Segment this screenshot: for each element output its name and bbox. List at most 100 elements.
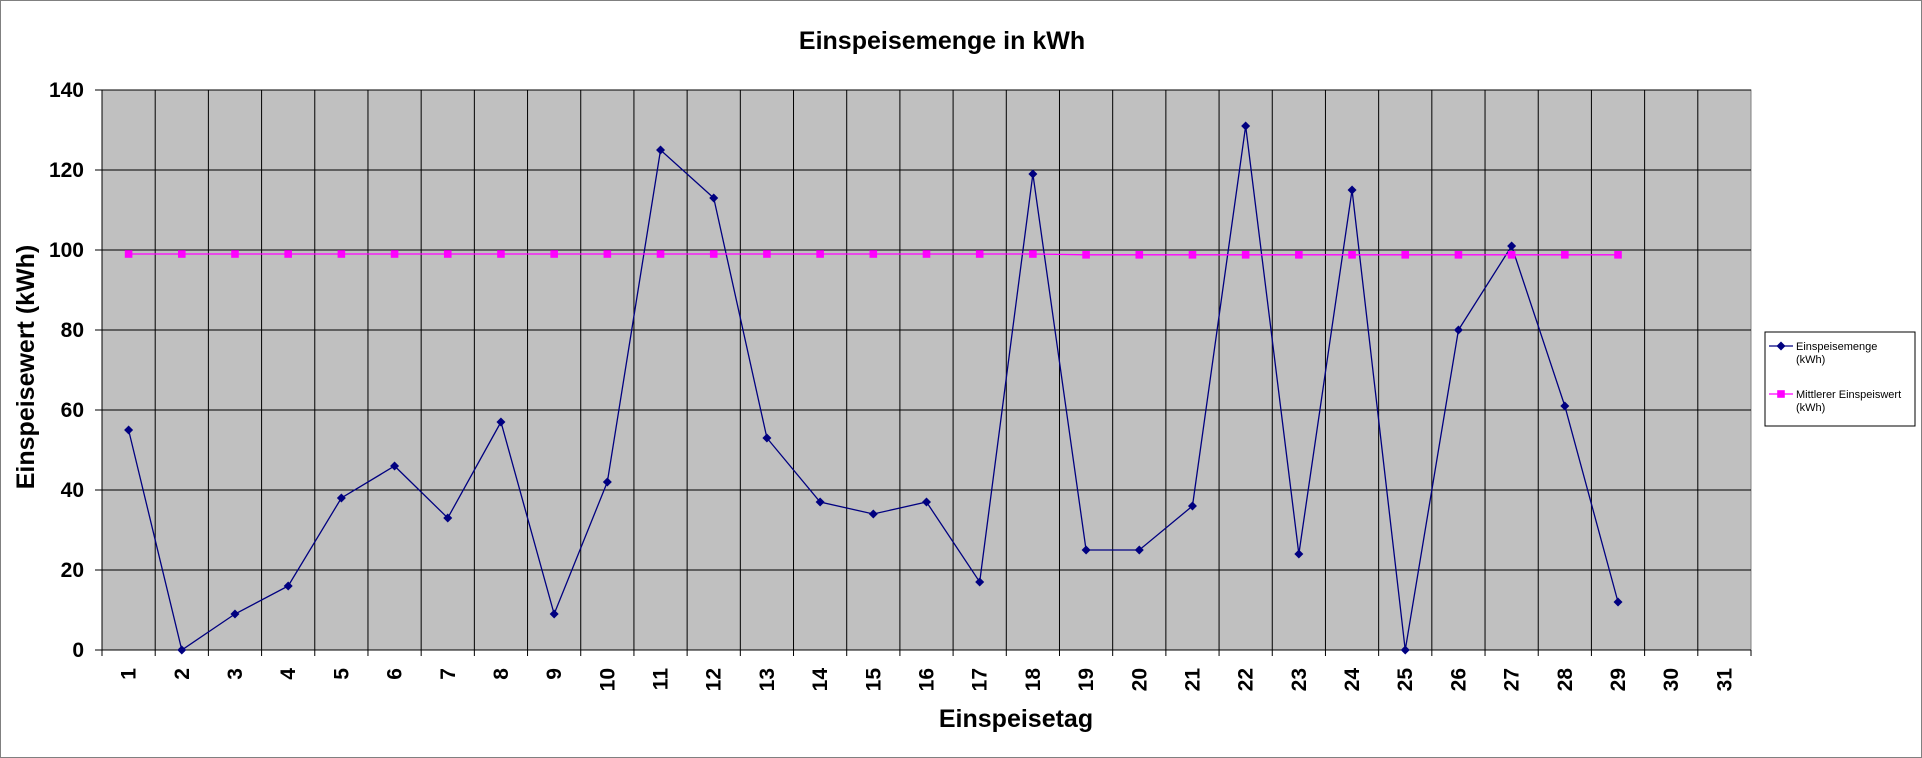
y-tick-label: 80 [61,319,84,342]
grid [102,89,1751,650]
data-point [284,250,292,258]
x-tick-label: 22 [1235,668,1258,691]
y-tick-label: 140 [49,79,84,102]
data-point [1401,251,1410,259]
x-tick-label: 23 [1288,668,1311,691]
data-point [763,250,771,258]
data-point [443,513,453,523]
legend-box [1764,331,1916,427]
y-tick-label: 120 [49,159,84,182]
data-point [816,250,824,258]
plot-area [101,89,1752,651]
data-point [815,497,825,507]
x-tick-label: 13 [756,668,779,691]
data-point [177,250,186,258]
data-point [230,609,240,619]
data-point [1188,251,1197,259]
x-tick-label: 21 [1181,668,1204,692]
y-tick-label: 40 [61,479,84,502]
x-tick-label: 25 [1394,668,1417,692]
x-tick-label: 12 [703,668,726,691]
data-point [124,425,134,435]
x-tick-label: 31 [1713,668,1736,692]
x-axis-ticks: 1 2 3 4 5 6 7 8 9 10 11 12 13 14 15 16 17 18 19 20 21 22 23 24 2… [101,650,1752,692]
data-point [868,509,878,519]
data-point [1135,251,1144,259]
data-point [709,193,719,203]
chart-title: Einspeisemenge in kWh [799,27,1085,55]
data-point [283,581,293,591]
series-layer [124,121,1623,655]
x-tick-label: 26 [1447,668,1470,691]
x-tick-label: 28 [1554,668,1577,692]
data-point [1560,401,1570,411]
legend-label: (kWh) [1796,354,1825,366]
data-point [496,417,506,427]
legend-marker [1777,390,1785,398]
x-axis-title: Einspeisetag [939,705,1093,733]
legend-marker [1776,341,1786,351]
x-tick-label: 1 [118,668,141,680]
data-point [1453,325,1463,335]
x-tick-label: 11 [650,668,673,691]
plot-background [101,89,1752,651]
data-point [1241,251,1250,259]
legend-label: Einspeisemenge [1796,341,1877,353]
data-point [1561,251,1569,259]
x-tick-label: 30 [1660,668,1683,691]
x-tick-label: 24 [1341,668,1364,692]
x-tick-label: 18 [1022,668,1045,692]
legend-item-2: Mittlerer Einspeiswert(kWh) [1769,389,1901,414]
y-tick-label: 100 [49,239,84,262]
x-tick-label: 4 [277,668,300,680]
data-point [1029,250,1037,258]
y-tick-label: 0 [72,639,84,662]
data-point [1134,545,1144,555]
data-point [1400,645,1410,655]
y-tick-label: 60 [61,399,84,422]
x-tick-label: 29 [1607,668,1630,691]
x-tick-label: 5 [330,668,353,680]
data-point [1613,597,1623,607]
legend-label: Mittlerer Einspeiswert [1796,389,1901,401]
x-tick-label: 17 [969,668,992,691]
data-point [549,609,559,619]
x-tick-label: 6 [384,668,407,680]
x-tick-label: 16 [916,668,939,691]
data-point [390,461,400,471]
data-point [656,250,665,258]
data-point [337,250,346,258]
data-point [550,250,558,258]
data-point [443,250,452,258]
x-tick-label: 2 [171,668,194,680]
x-tick-label: 7 [437,668,460,680]
data-point [922,250,931,258]
x-tick-label: 27 [1501,668,1524,691]
data-point [1241,121,1251,131]
y-axis-title: Einspeisewert (kWh) [12,245,40,490]
data-point [336,493,346,503]
x-tick-label: 10 [596,668,619,691]
data-point [975,250,984,258]
legend-label: (kWh) [1796,402,1825,414]
y-tick-label: 20 [61,559,84,582]
data-point [602,477,612,487]
data-point [922,497,931,507]
x-tick-label: 19 [1075,668,1098,691]
data-point [1295,251,1303,259]
data-point [177,645,187,655]
data-point [390,250,399,258]
data-point [656,145,666,155]
data-point [1347,185,1357,195]
data-point [1614,251,1622,259]
series-1 [124,121,1623,655]
x-tick-label: 3 [224,668,247,680]
data-point [1028,169,1038,179]
data-point [603,250,612,258]
legend-item-1: Einspeisemenge(kWh) [1769,341,1877,366]
data-point [1348,251,1356,259]
data-point [1187,501,1197,511]
data-point [1081,545,1091,555]
